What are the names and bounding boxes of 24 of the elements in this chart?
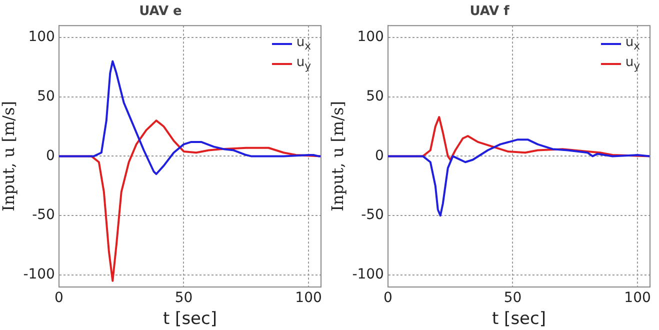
y-tick-label: 50 bbox=[366, 88, 384, 104]
x-tick-label: 100 bbox=[624, 290, 651, 306]
y-tick-label: 0 bbox=[46, 148, 55, 164]
legend-label: u$_{y}$ bbox=[296, 54, 311, 75]
y-axis-title: Input, u [m/s] bbox=[0, 100, 18, 212]
legend-label: u$_{x}$ bbox=[296, 34, 311, 54]
y-tick-label: 0 bbox=[375, 148, 384, 164]
chart-title: UAV e bbox=[139, 4, 182, 20]
x-tick-label: 100 bbox=[295, 290, 322, 306]
y-tick-label: -50 bbox=[361, 207, 384, 224]
y-axis-title: Input, u [m/s] bbox=[328, 100, 347, 212]
legend-label: u$_{y}$ bbox=[625, 54, 640, 75]
chart-title: UAV f bbox=[470, 4, 510, 20]
x-axis-title: t [sec] bbox=[162, 309, 217, 330]
y-tick-label: -50 bbox=[32, 207, 55, 224]
x-tick-label: 50 bbox=[504, 290, 522, 306]
x-axis-title: t [sec] bbox=[492, 309, 546, 330]
y-tick-label: -100 bbox=[23, 266, 55, 283]
y-tick-label: 100 bbox=[28, 29, 55, 46]
y-tick-label: 50 bbox=[37, 88, 55, 104]
y-tick-label: -100 bbox=[352, 266, 384, 283]
x-tick-label: 50 bbox=[174, 290, 193, 306]
legend-label: u$_{x}$ bbox=[625, 34, 640, 54]
y-tick-label: 100 bbox=[357, 29, 384, 46]
